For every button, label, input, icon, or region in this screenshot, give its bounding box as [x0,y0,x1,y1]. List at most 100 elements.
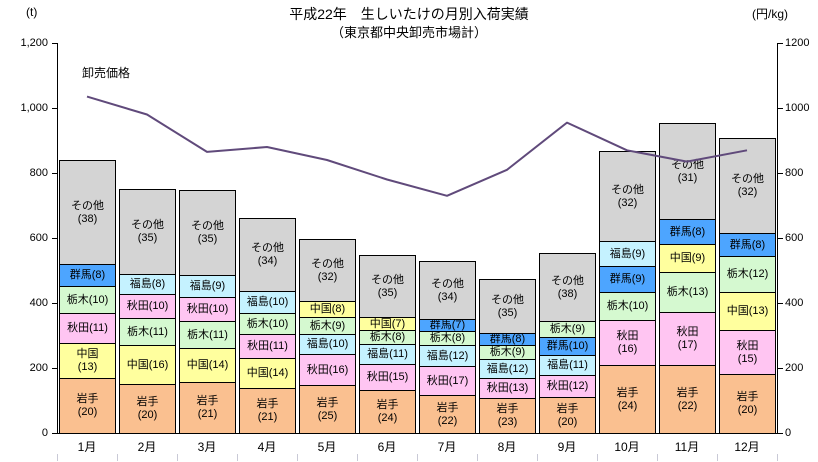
left-axis-tick-mark [52,303,57,304]
segment-label: 中国 [76,348,99,360]
price-line-label: 卸売価格 [82,66,131,80]
bar-segment-栃木: 栃木(10) [59,286,116,313]
segment-label: (20) [557,415,578,428]
x-axis-label-4月: 4月 [257,440,277,454]
right-axis-unit-label: (円/kg) [752,7,789,21]
bar-segment-岩手: 岩手 (21) [239,388,296,433]
bar-segment-栃木: 栃木(10) [239,313,296,334]
x-axis-label-12月: 12月 [734,440,760,454]
bar-segment-秋田: 秋田(13) [479,378,536,398]
price-line [86,95,748,197]
segment-label: 秋田 [616,330,639,342]
segment-label: その他 [611,183,644,196]
segment-label: (13) [77,361,98,373]
x-axis-label-9月: 9月 [557,440,577,454]
bottom-boundary-tick [177,454,178,461]
right-axis-tick-label: 0 [785,427,792,439]
bottom-boundary-tick [657,454,658,461]
bar-segment-栃木: 栃木(11) [179,321,236,348]
segment-label: (34) [257,255,278,267]
left-axis-tick-mark [52,433,57,434]
left-axis-tick-label: 200 [29,362,48,374]
right-axis-tick-label: 600 [785,232,804,244]
bar-segment-岩手: 岩手 (24) [599,365,656,433]
bar-segment-福島: 福島(12) [419,345,476,366]
bar-segment-福島: 福島(9) [179,275,236,297]
bar-segment-中国: 中国(14) [239,358,296,388]
segment-label: 秋田 [736,339,759,352]
bar-segment-秋田: 秋田(15) [359,364,416,390]
bar-segment-秋田: 秋田(17) [419,366,476,395]
segment-label: 岩手 [676,386,699,399]
bar-segment-栃木: 栃木(10) [599,292,656,320]
bottom-boundary-tick [477,454,478,461]
x-axis-label-3月: 3月 [197,440,217,454]
bar-segment-中国: 中国(13) [719,292,776,330]
left-axis-tick-mark [52,368,57,369]
bar-segment-福島: 福島(8) [119,274,176,294]
bar-segment-その他: その他 (34) [419,261,476,319]
segment-label: (22) [677,399,698,412]
segment-label: (24) [617,399,638,412]
bar-segment-岩手: 岩手 (20) [119,384,176,433]
segment-label: (17) [677,339,698,351]
segment-label: 岩手 [496,403,519,415]
segment-label: その他 [131,219,164,231]
right-axis-tick-mark [778,108,783,109]
bar-segment-その他: その他 (34) [239,218,296,291]
bar-segment-秋田: 秋田(11) [239,334,296,358]
bar-segment-栃木: 栃木(9) [299,317,356,334]
segment-label: (35) [197,233,218,245]
bar-segment-群馬: 群馬(10) [539,337,596,355]
bar-segment-栃木: 栃木(11) [119,318,176,345]
right-axis-tick-label: 400 [785,297,804,309]
segment-label: (23) [497,416,518,428]
bar-segment-福島: 福島(11) [539,355,596,375]
segment-label: (35) [137,232,158,244]
segment-label: 岩手 [256,398,279,410]
right-axis-tick-mark [778,238,783,239]
left-axis-tick-label: 1,000 [20,102,48,114]
left-axis-tick-label: 600 [29,232,48,244]
bar-segment-福島: 福島(10) [299,334,356,354]
bar-segment-秋田: 秋田(17) [659,312,716,365]
bar-segment-秋田: 秋田(16) [299,354,356,385]
segment-label: (38) [557,287,578,300]
segment-label: その他 [431,277,464,290]
right-axis-tick-label: 1200 [785,37,810,49]
segment-label: 岩手 [556,402,579,415]
right-axis-tick-label: 800 [785,167,804,179]
bar-segment-その他: その他 (35) [119,189,176,274]
left-axis-tick-mark [52,173,57,174]
bar-segment-その他: その他 (38) [539,253,596,321]
bar-segment-その他: その他 (35) [479,279,536,333]
right-axis-tick-mark [778,433,783,434]
bar-segment-福島: 福島(9) [599,241,656,266]
bar-segment-秋田: 秋田(11) [59,313,116,343]
segment-label: その他 [251,242,284,254]
chart-title: 平成22年 生しいたけの月別入荷実績 [289,6,529,22]
right-axis-tick-label: 200 [785,362,804,374]
bar-segment-福島: 福島(10) [239,291,296,313]
x-axis-label-10月: 10月 [614,440,640,454]
bar-segment-栃木: 栃木(12) [719,256,776,292]
right-axis-tick-label: 1000 [785,102,810,114]
bar-segment-その他: その他 (32) [299,239,356,301]
x-axis-label-5月: 5月 [317,440,337,454]
bar-segment-岩手: 岩手 (22) [659,365,716,433]
bar-segment-群馬: 群馬(8) [59,264,116,286]
left-axis-tick-label: 1,200 [20,37,48,49]
segment-label: 岩手 [76,393,99,405]
bar-segment-中国: 中国(7) [359,317,416,330]
segment-label: その他 [731,173,764,185]
segment-label: (32) [617,196,638,209]
segment-label: 岩手 [376,399,399,411]
segment-label: 岩手 [736,391,759,403]
bar-segment-その他: その他 (31) [659,123,716,219]
bar-segment-秋田: 秋田(12) [539,375,596,397]
bottom-boundary-tick [117,454,118,461]
left-axis-tick-label: 400 [29,297,48,309]
segment-label: (22) [437,414,458,427]
left-axis-tick-mark [52,108,57,109]
